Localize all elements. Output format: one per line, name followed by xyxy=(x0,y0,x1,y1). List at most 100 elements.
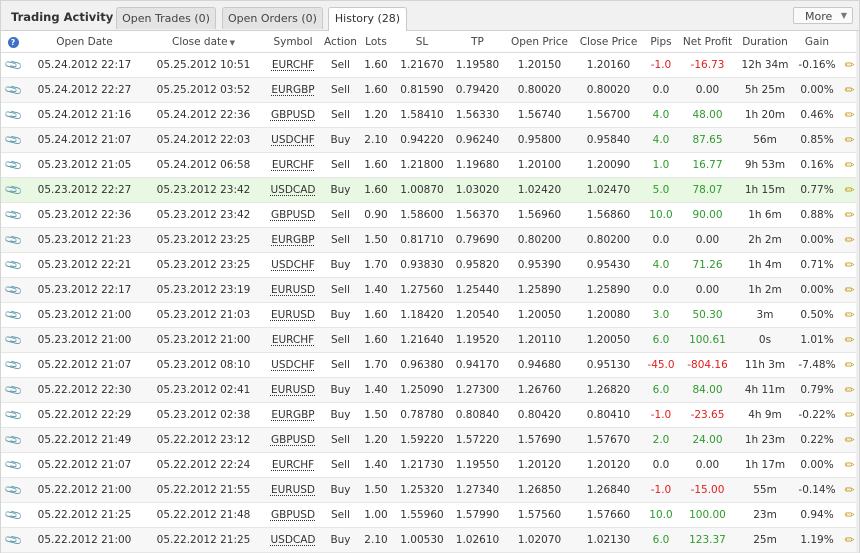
column-header-lots[interactable]: Lots xyxy=(358,31,394,53)
symbol-value[interactable]: USDCHF xyxy=(271,134,315,146)
symbol-value[interactable]: GBPUSD xyxy=(270,434,316,446)
paperclip-icon[interactable]: 📎 xyxy=(2,54,24,76)
symbol-value[interactable]: EURGBP xyxy=(271,84,315,96)
pencil-icon[interactable]: ✏ xyxy=(844,483,855,497)
cell-symbol[interactable]: EURUSD xyxy=(263,377,323,403)
pencil-icon[interactable]: ✏ xyxy=(844,308,855,322)
pencil-icon[interactable]: ✏ xyxy=(844,133,855,147)
pencil-icon[interactable]: ✏ xyxy=(844,283,855,297)
column-header-close-date[interactable]: Close date ▼ xyxy=(144,31,263,53)
pencil-icon[interactable]: ✏ xyxy=(844,233,855,247)
cell-symbol[interactable]: EURUSD xyxy=(263,477,323,503)
column-header-close-price[interactable]: Close Price xyxy=(574,31,643,53)
cell-symbol[interactable]: USDCAD xyxy=(263,177,323,203)
symbol-value[interactable]: EURCHF xyxy=(271,334,315,346)
pencil-icon[interactable]: ✏ xyxy=(844,108,855,122)
cell-symbol[interactable]: EURUSD xyxy=(263,302,323,328)
paperclip-icon[interactable]: 📎 xyxy=(2,179,24,201)
cell-symbol[interactable]: GBPUSD xyxy=(263,102,323,128)
pencil-icon[interactable]: ✏ xyxy=(844,383,855,397)
pencil-icon[interactable]: ✏ xyxy=(844,208,855,222)
tab-history[interactable]: History (28) xyxy=(328,7,407,31)
paperclip-icon[interactable]: 📎 xyxy=(2,104,24,126)
column-header-tp[interactable]: TP xyxy=(450,31,505,53)
symbol-value[interactable]: EURGBP xyxy=(271,234,315,246)
symbol-value[interactable]: EURCHF xyxy=(271,459,315,471)
open-date-value: 05.22.2012 21:00 xyxy=(37,484,132,496)
cell-symbol[interactable]: EURGBP xyxy=(263,77,323,103)
tab-open-trades[interactable]: Open Trades (0) xyxy=(116,7,216,29)
paperclip-icon[interactable]: 📎 xyxy=(2,479,24,501)
paperclip-icon[interactable]: 📎 xyxy=(2,329,24,351)
help-icon[interactable]: ? xyxy=(7,36,19,48)
pencil-icon[interactable]: ✏ xyxy=(844,183,855,197)
symbol-value[interactable]: GBPUSD xyxy=(270,109,316,121)
cell-symbol[interactable]: USDCHF xyxy=(263,352,323,378)
pencil-icon[interactable]: ✏ xyxy=(844,258,855,272)
pencil-icon[interactable]: ✏ xyxy=(844,433,855,447)
column-header-open-price[interactable]: Open Price xyxy=(505,31,574,53)
paperclip-icon[interactable]: 📎 xyxy=(2,529,24,551)
symbol-value[interactable]: EURUSD xyxy=(270,284,316,296)
pencil-icon[interactable]: ✏ xyxy=(844,408,855,422)
symbol-value[interactable]: EURUSD xyxy=(270,484,316,496)
cell-symbol[interactable]: EURGBP xyxy=(263,402,323,428)
column-header-duration[interactable]: Duration xyxy=(736,31,794,53)
paperclip-icon[interactable]: 📎 xyxy=(2,204,24,226)
column-header-gain[interactable]: Gain xyxy=(794,31,840,53)
cell-symbol[interactable]: EURCHF xyxy=(263,452,323,478)
more-dropdown[interactable]: More ▼ xyxy=(793,7,853,24)
cell-symbol[interactable]: GBPUSD xyxy=(263,427,323,453)
paperclip-icon[interactable]: 📎 xyxy=(2,304,24,326)
column-header-net-profit[interactable]: Net Profit xyxy=(679,31,736,53)
paperclip-icon[interactable]: 📎 xyxy=(2,404,24,426)
symbol-value[interactable]: GBPUSD xyxy=(270,509,316,521)
column-header-action[interactable]: Action xyxy=(323,31,358,53)
pencil-icon[interactable]: ✏ xyxy=(844,333,855,347)
column-header-symbol[interactable]: Symbol xyxy=(263,31,323,53)
tab-open-orders[interactable]: Open Orders (0) xyxy=(222,7,323,29)
pencil-icon[interactable]: ✏ xyxy=(844,508,855,522)
paperclip-icon[interactable]: 📎 xyxy=(2,454,24,476)
symbol-value[interactable]: EURGBP xyxy=(271,409,315,421)
cell-symbol[interactable]: EURCHF xyxy=(263,152,323,178)
symbol-value[interactable]: USDCAD xyxy=(270,534,316,546)
symbol-value[interactable]: USDCAD xyxy=(270,184,316,196)
paperclip-icon[interactable]: 📎 xyxy=(2,429,24,451)
pencil-icon[interactable]: ✏ xyxy=(844,533,855,547)
cell-symbol[interactable]: GBPUSD xyxy=(263,502,323,528)
cell-symbol[interactable]: EURUSD xyxy=(263,277,323,303)
cell-symbol[interactable]: EURCHF xyxy=(263,327,323,353)
pencil-icon[interactable]: ✏ xyxy=(844,358,855,372)
paperclip-icon[interactable]: 📎 xyxy=(2,279,24,301)
paperclip-icon[interactable]: 📎 xyxy=(2,379,24,401)
paperclip-icon[interactable]: 📎 xyxy=(2,229,24,251)
paperclip-icon[interactable]: 📎 xyxy=(2,79,24,101)
cell-symbol[interactable]: EURCHF xyxy=(263,52,323,78)
paperclip-icon[interactable]: 📎 xyxy=(2,504,24,526)
symbol-value[interactable]: EURCHF xyxy=(271,159,315,171)
scrollbar[interactable] xyxy=(856,31,859,552)
cell-symbol[interactable]: USDCHF xyxy=(263,127,323,153)
symbol-value[interactable]: USDCHF xyxy=(271,259,315,271)
pencil-icon[interactable]: ✏ xyxy=(844,83,855,97)
paperclip-icon[interactable]: 📎 xyxy=(2,354,24,376)
symbol-value[interactable]: EURUSD xyxy=(270,384,316,396)
pencil-icon[interactable]: ✏ xyxy=(844,458,855,472)
symbol-value[interactable]: EURUSD xyxy=(270,309,316,321)
cell-symbol[interactable]: USDCAD xyxy=(263,527,323,553)
paperclip-icon[interactable]: 📎 xyxy=(2,254,24,276)
symbol-value[interactable]: GBPUSD xyxy=(270,209,316,221)
column-header-sl[interactable]: SL xyxy=(394,31,450,53)
cell-symbol[interactable]: EURGBP xyxy=(263,227,323,253)
cell-symbol[interactable]: GBPUSD xyxy=(263,202,323,228)
cell-symbol[interactable]: USDCHF xyxy=(263,252,323,278)
pencil-icon[interactable]: ✏ xyxy=(844,158,855,172)
symbol-value[interactable]: USDCHF xyxy=(271,359,315,371)
column-header-pips[interactable]: Pips xyxy=(643,31,679,53)
pencil-icon[interactable]: ✏ xyxy=(844,58,855,72)
symbol-value[interactable]: EURCHF xyxy=(271,59,315,71)
paperclip-icon[interactable]: 📎 xyxy=(2,129,24,151)
paperclip-icon[interactable]: 📎 xyxy=(2,154,24,176)
column-header-open-date[interactable]: Open Date xyxy=(25,31,144,53)
